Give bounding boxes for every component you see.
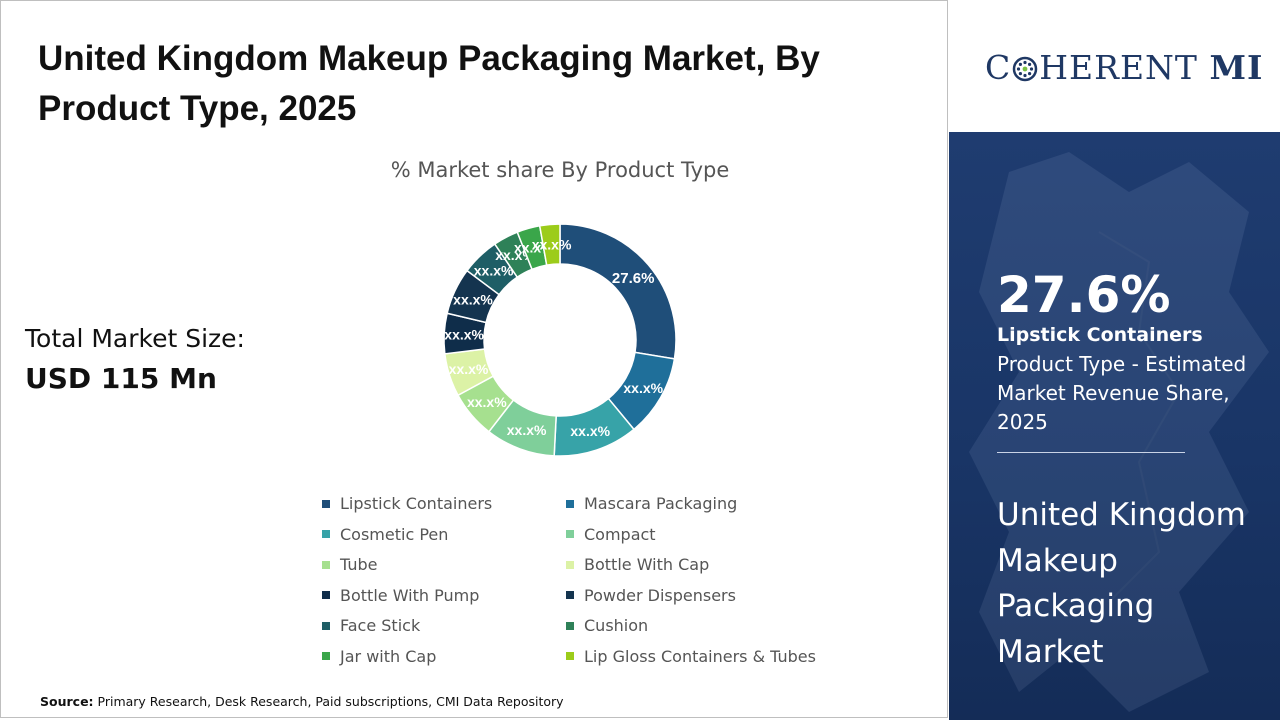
donut-slice-12 <box>538 223 561 267</box>
side-panel <box>949 132 1280 720</box>
chart-subtitle: % Market share By Product Type <box>390 158 730 182</box>
legend-swatch-6 <box>566 560 574 569</box>
legend-label-6: Bottle With Cap <box>584 555 710 574</box>
donut-label-6: xx.x% <box>449 361 489 377</box>
legend-swatch-11 <box>322 652 330 660</box>
legend-label-9: Face Stick <box>340 616 421 635</box>
donut-label-1: 27.6% <box>612 270 655 287</box>
source-label: Source: <box>40 694 94 709</box>
legend-label-5: Tube <box>340 555 378 574</box>
total-market-value: USD 115 Mn <box>25 362 217 395</box>
legend-item-11: Jar with Cap <box>322 647 436 666</box>
legend-item-8: Powder Dispensers <box>566 586 736 605</box>
brand-logo: C HERENT MI <box>985 48 1263 87</box>
legend-label-12: Lip Gloss Containers & Tubes <box>584 646 816 666</box>
legend-swatch-8 <box>566 591 574 599</box>
legend-swatch-9 <box>322 621 330 630</box>
legend-label-3: Cosmetic Pen <box>340 524 449 544</box>
donut-label-5: xx.x% <box>467 394 507 410</box>
legend-swatch-4 <box>566 530 574 538</box>
total-market-label: Total Market Size: <box>25 324 245 353</box>
legend-item-3: Cosmetic Pen <box>322 525 448 544</box>
logo-text-herent: HERENT <box>1039 48 1198 87</box>
donut-label-9: xx.x% <box>474 263 514 279</box>
legend-swatch-12 <box>566 652 574 660</box>
donut-label-3: xx.x% <box>570 423 610 439</box>
legend-item-12: Lip Gloss Containers & Tubes <box>566 647 816 666</box>
legend-swatch-10 <box>566 621 574 630</box>
donut-label-4: xx.x% <box>507 422 547 438</box>
donut-slice-1 <box>559 223 677 360</box>
donut-label-8: xx.x% <box>453 291 493 307</box>
legend-label-11: Jar with Cap <box>340 646 437 666</box>
source-note: Source: Primary Research, Desk Research,… <box>40 694 564 709</box>
legend-label-1: Lipstick Containers <box>340 494 493 513</box>
highlight-segment: Lipstick Containers <box>997 324 1203 346</box>
legend-swatch-2 <box>566 499 574 508</box>
page-title: United Kingdom Makeup Packaging Market, … <box>38 39 820 128</box>
legend-label-10: Cushion <box>584 616 649 635</box>
logo-text-mi: MI <box>1209 48 1264 87</box>
logo-text-c: C <box>985 48 1012 87</box>
legend-item-5: Tube <box>322 555 377 574</box>
legend-item-6: Bottle With Cap <box>566 555 709 574</box>
legend-label-7: Bottle With Pump <box>340 585 480 605</box>
legend-item-10: Cushion <box>566 616 648 635</box>
legend-item-7: Bottle With Pump <box>322 586 479 605</box>
donut-label-2: xx.x% <box>623 380 663 396</box>
legend-item-9: Face Stick <box>322 616 420 635</box>
logo-o-icon <box>1012 51 1038 82</box>
legend-item-4: Compact <box>566 525 656 544</box>
legend-label-4: Compact <box>584 524 656 544</box>
donut-label-7: xx.x% <box>444 327 484 343</box>
logo-box <box>949 0 1280 132</box>
legend-swatch-5 <box>322 560 330 569</box>
legend-swatch-3 <box>322 530 330 538</box>
donut-label-12: xx.x% <box>532 236 572 252</box>
highlight-value: 27.6% <box>997 266 1171 324</box>
legend-label-2: Mascara Packaging <box>584 494 738 513</box>
market-name: United Kingdom Makeup Packaging Market <box>997 497 1246 670</box>
legend-swatch-7 <box>322 591 330 599</box>
highlight-description: Product Type - Estimated Market Revenue … <box>997 352 1247 434</box>
source-text: Primary Research, Desk Research, Paid su… <box>93 694 564 709</box>
donut-chart: 27.6%xx.x%xx.x%xx.x%xx.x%xx.x%xx.x%xx.x%… <box>443 223 677 457</box>
legend-item-2: Mascara Packaging <box>566 494 737 513</box>
map-texture-icon <box>969 152 1269 712</box>
legend-item-1: Lipstick Containers <box>322 494 492 513</box>
legend-swatch-1 <box>322 499 330 508</box>
legend-label-8: Powder Dispensers <box>584 585 736 605</box>
panel-divider <box>997 452 1185 453</box>
